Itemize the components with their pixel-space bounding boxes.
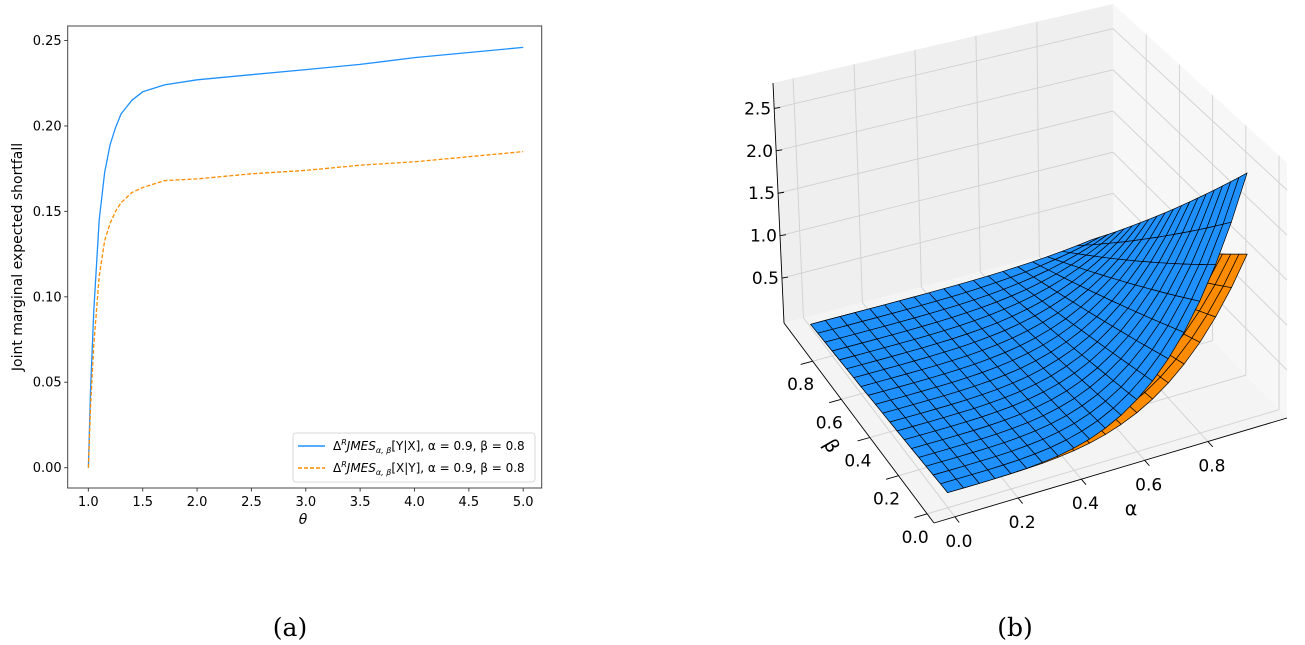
- panel-b-surface-plot: 0.00.20.40.60.80.00.20.40.60.80.51.01.52…: [744, 4, 1288, 642]
- z-tick-label: 1.0: [750, 227, 777, 247]
- legend-sub: α, β: [376, 446, 391, 455]
- floor-gridline-alpha: [803, 317, 956, 518]
- alpha-tick-mark: [1081, 478, 1087, 485]
- series-line-y-given-x: [87, 46, 524, 468]
- series-line-x-given-y: [87, 150, 524, 468]
- back-wall-pane: [773, 4, 1113, 323]
- z-tick-mark: [779, 234, 787, 237]
- legend-rest: [X|Y], α = 0.9, β = 0.8: [391, 461, 524, 475]
- legend-rest: [Y|X], α = 0.9, β = 0.8: [391, 439, 524, 453]
- caption-a: (a): [273, 613, 307, 642]
- z-tick-label: 2.0: [746, 142, 773, 162]
- z-axis-line: [772, 82, 785, 324]
- alpha-tick-label: 0.0: [945, 532, 972, 552]
- wall-gridline-z: [1112, 69, 1288, 236]
- caption-b: (b): [997, 613, 1033, 642]
- alpha-tick-label: 0.2: [1009, 513, 1036, 533]
- wall-gridline-z: [777, 110, 1114, 194]
- z-tick-mark: [781, 276, 789, 279]
- x-tick-label: 2.5: [241, 495, 262, 510]
- axis-ticks: 1.0 1.5 2.0 2.5 3.0 3.5 4.0 4.5 5.0 0.00 0.05 0.10 0…: [33, 34, 534, 510]
- beta-tick-mark: [829, 398, 842, 404]
- beta-tick-label: 0.2: [873, 490, 900, 510]
- wall-gridline-z: [781, 192, 1114, 279]
- legend-delta: Δ: [333, 461, 342, 475]
- legend-sup: R: [341, 460, 347, 469]
- x-tick-label: 3.0: [295, 495, 316, 510]
- alpha-tick-mark: [954, 516, 960, 523]
- legend-delta: Δ: [333, 439, 342, 453]
- z-tick-label: 0.5: [752, 269, 779, 289]
- legend-sup: R: [341, 438, 347, 447]
- z-tick-mark: [774, 106, 781, 109]
- y-tick-label: 0.15: [33, 205, 62, 220]
- beta-axis-label: β: [819, 435, 844, 457]
- wall-gridline-z: [1112, 28, 1288, 191]
- legend-entry-y-given-x: ΔRJMESα, β[Y|X], α = 0.9, β = 0.8: [333, 438, 525, 455]
- plot-area-frame: [67, 25, 543, 489]
- alpha-tick-label: 0.8: [1198, 457, 1225, 477]
- alpha-axis-line: [933, 417, 1288, 524]
- z-tick-mark: [777, 191, 785, 194]
- beta-tick-label: 0.4: [844, 452, 871, 472]
- surfaces: [810, 172, 1248, 493]
- beta-tick-mark: [857, 437, 871, 442]
- y-tick-label: 0.05: [33, 376, 62, 391]
- wall-gridline-alpha: [1036, 21, 1040, 257]
- legend-main: JMES: [345, 439, 376, 453]
- y-tick-label: 0.10: [33, 290, 62, 305]
- y-tick-label: 0.20: [33, 119, 62, 134]
- wall-gridline-alpha: [914, 50, 922, 288]
- wall-gridline-z: [1112, 110, 1288, 281]
- alpha-tick-mark: [1144, 460, 1150, 467]
- legend-sub: α, β: [376, 468, 391, 477]
- floor-gridline-beta: [927, 409, 1280, 515]
- beta-tick-mark: [914, 513, 928, 519]
- z-tick-mark: [776, 149, 783, 152]
- x-tick-label: 1.0: [78, 495, 99, 510]
- wall-gridline-alpha: [975, 35, 981, 272]
- legend: ΔRJMESα, β[Y|X], α = 0.9, β = 0.8 ΔRJMES…: [292, 432, 536, 483]
- x-axis-label: θ: [299, 512, 308, 528]
- alpha-axis-label: α: [1125, 498, 1138, 520]
- beta-tick-label: 0.0: [902, 528, 929, 548]
- series-lines: [87, 46, 524, 468]
- z-tick-label: 2.5: [744, 99, 771, 119]
- alpha-tick-label: 0.4: [1072, 494, 1099, 514]
- wall-gridline-alpha: [792, 78, 804, 318]
- y-axis-label: Joint marginal expected shortfall: [10, 143, 26, 372]
- wall-gridline-z: [774, 28, 1114, 109]
- x-tick-label: 4.5: [459, 495, 480, 510]
- panel-a-line-chart: 1.0 1.5 2.0 2.5 3.0 3.5 4.0 4.5 5.0 0.00 0.05 0.10 0…: [10, 25, 543, 642]
- y-tick-label: 0.25: [33, 34, 62, 49]
- beta-axis-line: [783, 322, 935, 524]
- x-tick-label: 2.0: [187, 495, 208, 510]
- beta-tick-mark: [800, 360, 813, 365]
- surface-blue-cell: [940, 478, 964, 493]
- x-tick-label: 3.5: [350, 495, 371, 510]
- alpha-tick-mark: [1017, 497, 1023, 504]
- beta-tick-label: 0.8: [787, 375, 814, 395]
- wall-gridline-z: [779, 151, 1114, 237]
- x-tick-label: 4.0: [404, 495, 425, 510]
- legend-entry-x-given-y: ΔRJMESα, β[X|Y], α = 0.9, β = 0.8: [333, 460, 525, 477]
- alpha-tick-label: 0.6: [1135, 475, 1162, 495]
- axis-lines: 0.00.20.40.60.80.00.20.40.60.80.51.01.52…: [744, 82, 1288, 552]
- y-tick-label: 0.00: [33, 461, 62, 476]
- x-tick-label: 5.0: [513, 495, 534, 510]
- beta-tick-mark: [885, 475, 899, 480]
- legend-frame: [292, 432, 536, 483]
- wall-gridline-alpha: [853, 64, 863, 303]
- x-tick-label: 1.5: [132, 495, 153, 510]
- legend-main: JMES: [345, 461, 376, 475]
- beta-tick-label: 0.6: [816, 413, 843, 433]
- alpha-tick-mark: [1207, 441, 1214, 448]
- wall-gridline-z: [776, 69, 1114, 152]
- z-tick-label: 1.5: [748, 184, 775, 204]
